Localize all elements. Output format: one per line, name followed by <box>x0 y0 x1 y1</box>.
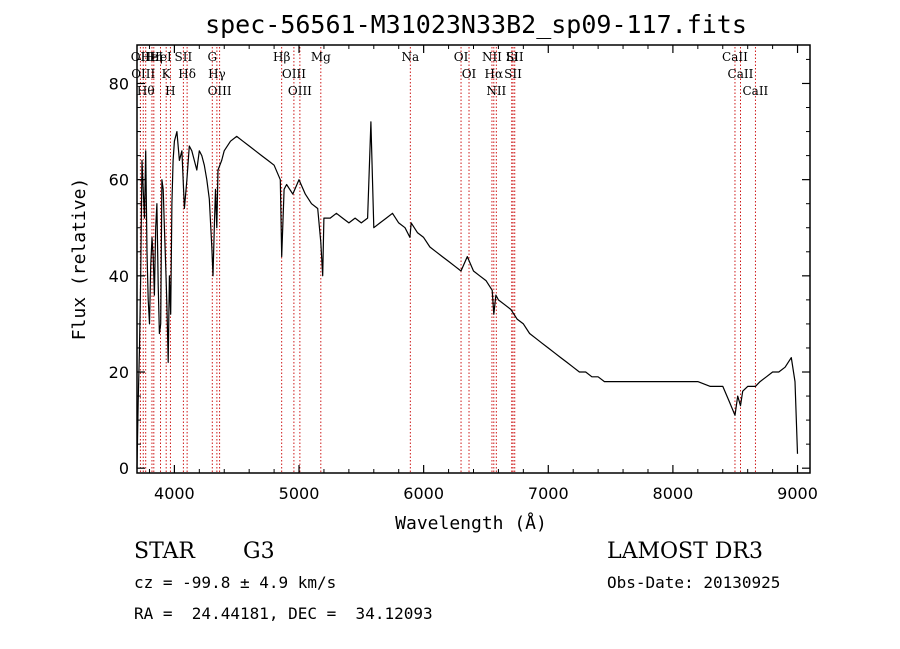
y-tick-label-0: 0 <box>119 459 129 478</box>
coordinates-text: RA = 24.44181, DEC = 34.12093 <box>134 604 433 623</box>
x-tick-label-0: 4000 <box>154 484 195 503</box>
line-label-1: OIII <box>131 67 155 81</box>
line-label-8: SII <box>175 50 193 64</box>
x-tick-label-3: 7000 <box>528 484 569 503</box>
line-label-9: Hδ <box>178 67 196 81</box>
obs-date-text: Obs-Date: 20130925 <box>607 573 781 592</box>
line-label-15: OIII <box>288 84 312 98</box>
line-label-25: SII <box>506 50 524 64</box>
line-label-20: NII <box>482 50 502 64</box>
line-label-2: Hθ <box>137 84 155 98</box>
line-label-0: OII <box>131 50 151 64</box>
line-label-3: HeI <box>141 50 164 64</box>
line-label-17: Na <box>401 50 419 64</box>
y-tick-label-4: 80 <box>109 74 129 93</box>
line-label-19: OI <box>462 67 477 81</box>
line-label-13: Hβ <box>273 50 290 64</box>
x-tick-label-4: 8000 <box>653 484 694 503</box>
plot-frame <box>136 44 811 474</box>
line-label-23: Li <box>506 50 518 64</box>
x-tick-label-2: 6000 <box>403 484 444 503</box>
line-label-7: H <box>165 84 175 98</box>
line-label-21: Hα <box>485 67 504 81</box>
line-label-11: Hγ <box>208 67 226 81</box>
line-label-5: HeI <box>149 50 172 64</box>
line-label-26: CaII <box>722 50 748 64</box>
line-label-16: Mg <box>311 50 331 64</box>
line-label-14: OIII <box>282 67 306 81</box>
line-label-6: K <box>162 67 172 81</box>
line-label-12: OIII <box>208 84 232 98</box>
y-tick-label-1: 20 <box>109 363 129 382</box>
line-label-24: SII <box>504 67 522 81</box>
object-subclass: G3 <box>243 539 275 564</box>
redshift-text: cz = -99.8 ± 4.9 km/s <box>134 573 337 592</box>
y-tick-label-2: 40 <box>109 267 129 286</box>
axes: 4000 5000 6000 7000 8000 9000 0 20 40 60 80 <box>109 45 818 503</box>
x-axis-label: Wavelength (Å) <box>395 512 547 534</box>
x-tick-label-5: 9000 <box>777 484 818 503</box>
spectrum-series <box>136 121 799 469</box>
line-label-22: NII <box>486 84 506 98</box>
line-label-10: G <box>207 50 217 64</box>
line-label-4: Hη <box>145 50 163 64</box>
x-tick-label-1: 5000 <box>279 484 320 503</box>
line-label-18: OI <box>454 50 469 64</box>
chart-title: spec-56561-M31023N33B2_sp09-117.fits <box>205 10 747 39</box>
line-markers <box>139 47 756 472</box>
survey-name: LAMOST DR3 <box>607 539 763 564</box>
line-label-27: CaII <box>728 67 754 81</box>
y-tick-label-3: 60 <box>109 171 129 190</box>
object-class: STAR <box>134 539 195 564</box>
line-label-28: CaII <box>742 84 768 98</box>
y-axis-label: Flux (relative) <box>69 178 90 341</box>
series-flux <box>136 121 799 469</box>
